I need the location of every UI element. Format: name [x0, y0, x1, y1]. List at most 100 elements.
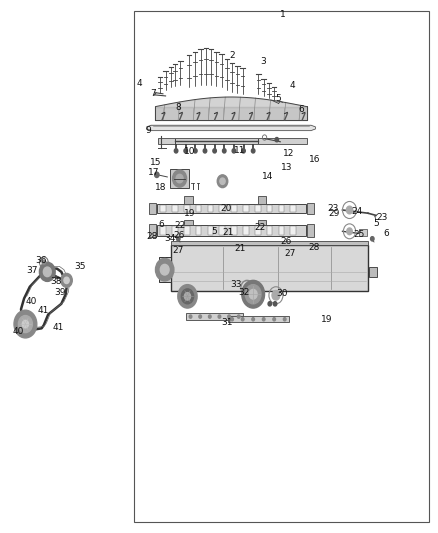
Circle shape [155, 172, 159, 177]
Circle shape [189, 315, 192, 318]
Circle shape [39, 262, 55, 281]
Circle shape [174, 149, 178, 153]
Bar [359, 229, 367, 236]
Circle shape [176, 174, 183, 183]
Circle shape [242, 149, 245, 153]
Circle shape [208, 315, 211, 318]
Bar [184, 226, 190, 235]
Text: 13: 13 [281, 164, 292, 172]
Bar [149, 224, 156, 237]
Circle shape [217, 175, 228, 188]
Text: 22: 22 [254, 223, 266, 231]
Circle shape [273, 302, 277, 306]
Text: 17: 17 [148, 168, 160, 177]
Circle shape [346, 206, 353, 214]
Circle shape [249, 289, 257, 299]
Circle shape [194, 149, 197, 153]
Bar [172, 205, 178, 212]
Circle shape [220, 178, 225, 184]
Bar [369, 266, 377, 277]
Text: 39: 39 [55, 288, 66, 296]
Bar [307, 224, 314, 237]
Bar [219, 226, 225, 235]
Text: 10: 10 [184, 148, 195, 156]
Bar [307, 203, 314, 214]
Bar [267, 205, 272, 212]
Circle shape [42, 260, 46, 264]
Text: 18: 18 [155, 183, 167, 192]
Circle shape [199, 315, 201, 318]
Circle shape [177, 237, 180, 241]
Bar [219, 205, 225, 212]
Bar [184, 220, 193, 225]
Circle shape [160, 264, 169, 275]
Circle shape [213, 149, 216, 153]
Circle shape [22, 320, 28, 328]
Text: 30: 30 [276, 289, 288, 297]
Text: 14: 14 [262, 173, 274, 181]
Circle shape [43, 267, 51, 277]
Text: 8: 8 [176, 103, 182, 112]
Bar [208, 226, 213, 235]
Bar [171, 241, 368, 245]
Circle shape [14, 310, 37, 338]
Bar [243, 205, 249, 212]
Circle shape [273, 318, 276, 321]
Text: 41: 41 [37, 306, 49, 314]
Text: 4: 4 [137, 79, 142, 87]
Circle shape [231, 318, 233, 321]
Circle shape [203, 149, 207, 153]
Text: 6: 6 [158, 221, 164, 229]
Bar [290, 226, 296, 235]
Bar [160, 205, 166, 212]
Text: 11: 11 [234, 146, 246, 155]
Bar [279, 226, 284, 235]
Bar [208, 205, 213, 212]
Text: 15: 15 [150, 158, 162, 166]
Circle shape [245, 285, 261, 304]
Text: 12: 12 [283, 149, 295, 158]
Bar [159, 257, 171, 282]
Text: 21: 21 [234, 244, 246, 253]
Bar [171, 245, 368, 291]
Circle shape [184, 293, 191, 300]
Circle shape [262, 318, 265, 321]
Text: 34: 34 [164, 235, 176, 243]
Circle shape [241, 318, 244, 321]
Circle shape [181, 289, 194, 304]
Text: 40: 40 [26, 297, 37, 306]
Circle shape [184, 149, 187, 153]
Text: 21: 21 [222, 228, 233, 237]
Bar [231, 205, 237, 212]
Polygon shape [147, 125, 315, 131]
Text: 5: 5 [373, 220, 379, 228]
Bar [231, 226, 237, 235]
Circle shape [242, 280, 265, 308]
Text: 24: 24 [352, 207, 363, 215]
Text: 22: 22 [175, 222, 186, 230]
Text: 7: 7 [150, 90, 156, 98]
Circle shape [272, 290, 280, 300]
Text: 31: 31 [221, 319, 233, 327]
Text: 3: 3 [260, 58, 266, 66]
Circle shape [223, 149, 226, 153]
Text: 23: 23 [327, 205, 339, 213]
Text: 37: 37 [26, 266, 37, 275]
Bar [279, 205, 284, 212]
Bar [290, 205, 296, 212]
Text: 28: 28 [308, 243, 319, 252]
Bar [186, 313, 243, 320]
Bar [196, 226, 201, 235]
Circle shape [178, 285, 197, 308]
Text: 23: 23 [376, 213, 388, 222]
Circle shape [61, 273, 72, 287]
Circle shape [237, 315, 240, 318]
Circle shape [268, 302, 272, 306]
Bar [255, 205, 261, 212]
Text: 27: 27 [172, 246, 184, 255]
Bar [157, 225, 306, 236]
Bar [170, 169, 189, 188]
Circle shape [283, 318, 286, 321]
Circle shape [252, 318, 254, 321]
Circle shape [347, 228, 352, 235]
